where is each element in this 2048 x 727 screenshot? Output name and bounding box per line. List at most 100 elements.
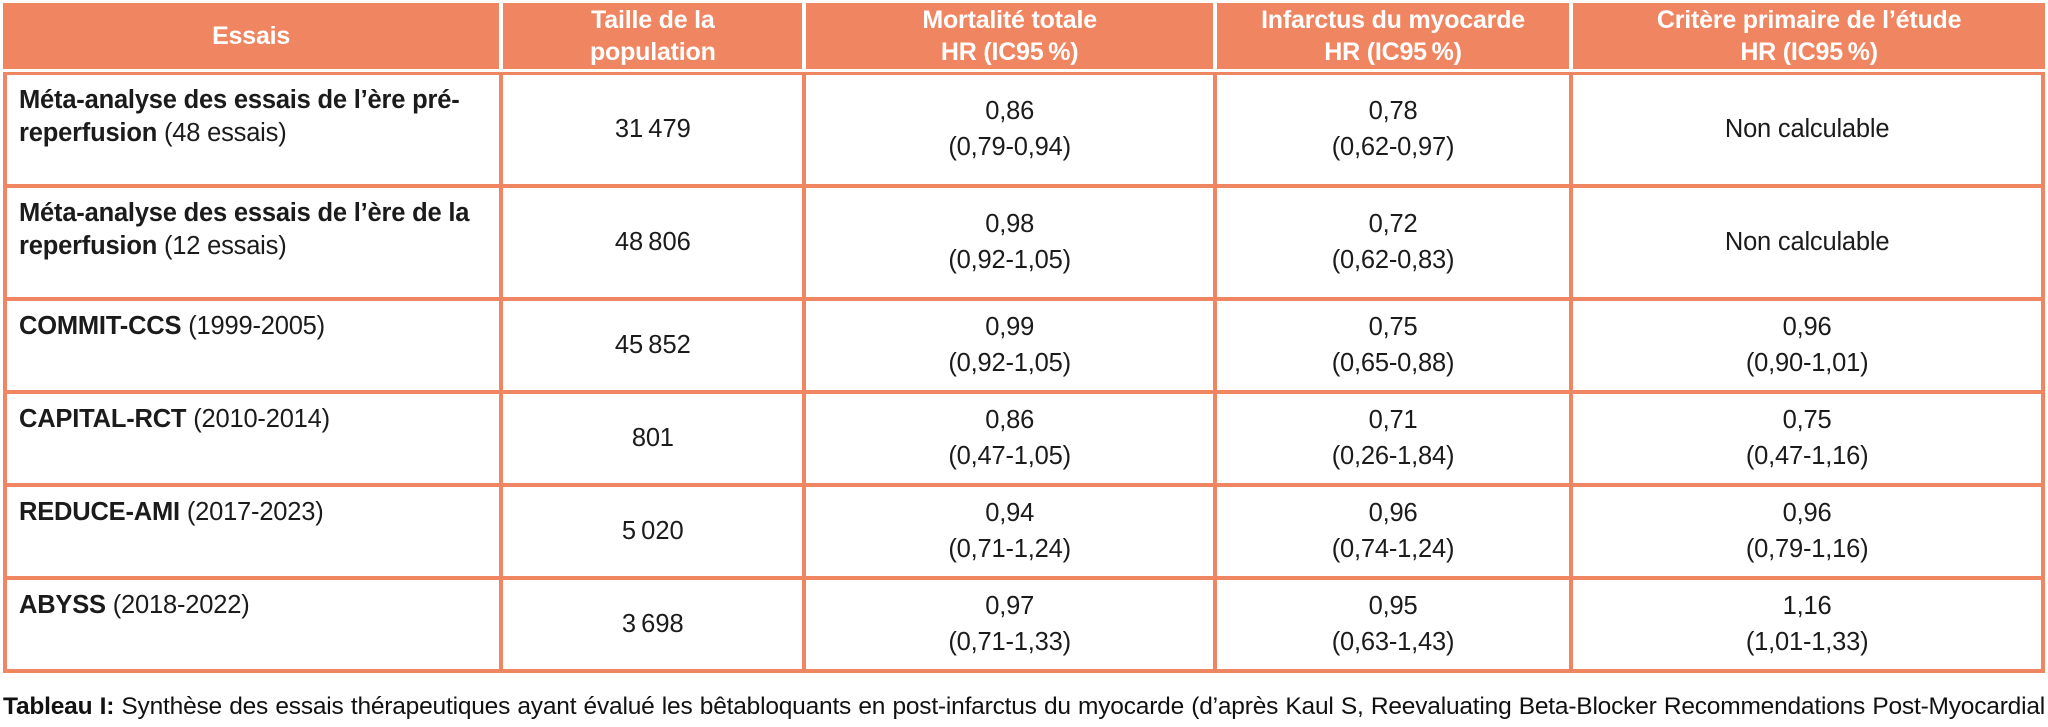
trial-name-cell: REDUCE-AMI (2017-2023) [3, 487, 500, 580]
col-header-population: Taille de la population [499, 3, 803, 72]
mortality-hr-cell: 0,94 (0,71-1,24) [802, 487, 1213, 580]
mi-hr-cell: 0,72 (0,62-0,83) [1212, 188, 1570, 301]
population-cell: 48 806 [499, 188, 803, 301]
hr-value: 0,98 [985, 209, 1035, 238]
col-header-line1: Critère primaire de l’étude [1656, 6, 1962, 34]
trial-name: ABYSS [19, 591, 106, 619]
table-row-commit-ccs: COMMIT-CCS (1999-2005) 45 852 0,99 (0,92… [3, 301, 2045, 394]
hr-ci: (0,47-1,16) [1745, 441, 1869, 470]
hr-value: Non calculable [1724, 227, 1890, 256]
hr-value: 0,94 [985, 498, 1035, 527]
trial-name: Méta-analyse des essais de l’ère pré-rep… [19, 86, 460, 148]
primary-hr-cell: 0,96 (0,90-1,01) [1569, 301, 2045, 394]
hr-ci: (0,90-1,01) [1745, 348, 1869, 377]
table-caption: Tableau I: Synthèse des essais thérapeut… [0, 673, 2048, 727]
trial-name-cell: Méta-analyse des essais de l’ère pré-rep… [3, 72, 500, 188]
hr-value: 0,72 [1368, 209, 1418, 238]
hr-ci: (0,65-0,88) [1331, 348, 1455, 377]
population-cell: 31 479 [499, 72, 803, 188]
trial-name: COMMIT-CCS [19, 312, 182, 340]
hr-ci: (0,92-1,05) [948, 245, 1071, 274]
population-cell: 5 020 [499, 487, 803, 580]
hr-ci: (0,79-0,94) [948, 132, 1071, 161]
trial-name: Méta-analyse des essais de l’ère de la r… [19, 199, 470, 261]
trial-note: (1999-2005) [188, 312, 325, 340]
mortality-hr-cell: 0,86 (0,47-1,05) [802, 394, 1213, 487]
col-header-line1: Taille de la [591, 6, 715, 34]
trial-note: (12 essais) [163, 232, 287, 261]
hr-value: 0,96 [1782, 498, 1832, 527]
table-row-capital-rct: CAPITAL-RCT (2010-2014) 801 0,86 (0,47-1… [3, 394, 2045, 487]
trial-name-cell: COMMIT-CCS (1999-2005) [3, 301, 500, 394]
header-row: Essais Taille de la population Mortalité… [3, 3, 2045, 72]
col-header-line1: Mortalité totale [922, 6, 1097, 34]
trial-note: (2010-2014) [193, 405, 330, 433]
hr-ci: (0,63-1,43) [1331, 627, 1455, 656]
trial-name-cell: Méta-analyse des essais de l’ère de la r… [3, 188, 500, 301]
hr-ci: (0,26-1,84) [1331, 441, 1455, 470]
hr-value: 0,75 [1368, 312, 1418, 341]
hr-value: 0,97 [985, 591, 1035, 620]
mi-hr-cell: 0,96 (0,74-1,24) [1212, 487, 1570, 580]
col-header-infarctus: Infarctus du myocarde HR (IC95 %) [1212, 3, 1570, 72]
col-header-line1: Infarctus du myocarde [1261, 6, 1525, 34]
primary-hr-cell: 0,75 (0,47-1,16) [1569, 394, 2045, 487]
hr-ci: (0,74-1,24) [1331, 534, 1455, 563]
hr-value: 0,78 [1368, 96, 1418, 125]
hr-value: 1,16 [1782, 591, 1832, 620]
mortality-hr-cell: 0,99 (0,92-1,05) [802, 301, 1213, 394]
hr-ci: (0,92-1,05) [948, 348, 1071, 377]
population-cell: 801 [499, 394, 803, 487]
trial-note: (48 essais) [163, 119, 287, 148]
mortality-hr-cell: 0,86 (0,79-0,94) [802, 72, 1213, 188]
mortality-hr-cell: 0,98 (0,92-1,05) [802, 188, 1213, 301]
primary-hr-cell: 0,96 (0,79-1,16) [1569, 487, 2045, 580]
table-row-meta-reperfusion: Méta-analyse des essais de l’ère de la r… [3, 188, 2045, 301]
caption-label: Tableau I: [3, 693, 115, 720]
col-header-mortalite: Mortalité totale HR (IC95 %) [802, 3, 1213, 72]
hr-ci: (0,47-1,05) [948, 441, 1071, 470]
hr-ci: (0,79-1,16) [1745, 534, 1869, 563]
hr-ci: (0,71-1,33) [948, 627, 1071, 656]
trial-name: CAPITAL-RCT [19, 405, 187, 433]
hr-ci: (0,62-0,97) [1331, 132, 1455, 161]
population-cell: 45 852 [499, 301, 803, 394]
trials-table: Essais Taille de la population Mortalité… [3, 3, 2045, 673]
col-header-line2: population [589, 38, 716, 66]
primary-hr-cell: Non calculable [1569, 72, 2045, 188]
col-header-line2: HR (IC95 %) [940, 38, 1079, 66]
col-header-essais: Essais [3, 3, 500, 72]
col-header-line2: HR (IC95 %) [1740, 38, 1878, 66]
hr-value: 0,96 [1368, 498, 1418, 527]
col-header-line1: Essais [212, 22, 291, 50]
primary-hr-cell: 1,16 (1,01-1,33) [1569, 580, 2045, 673]
table-row-reduce-ami: REDUCE-AMI (2017-2023) 5 020 0,94 (0,71-… [3, 487, 2045, 580]
trial-note: (2018-2022) [112, 591, 250, 619]
trial-note: (2017-2023) [186, 498, 324, 526]
hr-value: 0,75 [1782, 405, 1832, 434]
mi-hr-cell: 0,78 (0,62-0,97) [1212, 72, 1570, 188]
mi-hr-cell: 0,71 (0,26-1,84) [1212, 394, 1570, 487]
trial-name-cell: CAPITAL-RCT (2010-2014) [3, 394, 500, 487]
col-header-critere-primaire: Critère primaire de l’étude HR (IC95 %) [1569, 3, 2045, 72]
caption-text-1: Synthèse des essais thérapeutiques ayant… [121, 693, 2045, 720]
hr-ci: (0,71-1,24) [948, 534, 1071, 563]
table-row-abyss: ABYSS (2018-2022) 3 698 0,97 (0,71-1,33)… [3, 580, 2045, 673]
hr-value: 0,96 [1782, 312, 1832, 341]
hr-value: 0,99 [985, 312, 1035, 341]
hr-value: 0,86 [985, 96, 1035, 125]
col-header-line2: HR (IC95 %) [1324, 38, 1462, 66]
mortality-hr-cell: 0,97 (0,71-1,33) [802, 580, 1213, 673]
mi-hr-cell: 0,75 (0,65-0,88) [1212, 301, 1570, 394]
trial-name: REDUCE-AMI [19, 498, 180, 526]
hr-value: Non calculable [1724, 114, 1890, 143]
hr-value: 0,71 [1368, 405, 1418, 434]
hr-value: 0,95 [1368, 591, 1418, 620]
trial-name-cell: ABYSS (2018-2022) [3, 580, 500, 673]
mi-hr-cell: 0,95 (0,63-1,43) [1212, 580, 1570, 673]
hr-ci: (0,62-0,83) [1331, 245, 1455, 274]
hr-ci: (1,01-1,33) [1745, 627, 1869, 656]
table-row-meta-pre-reperfusion: Méta-analyse des essais de l’ère pré-rep… [3, 72, 2045, 188]
primary-hr-cell: Non calculable [1569, 188, 2045, 301]
